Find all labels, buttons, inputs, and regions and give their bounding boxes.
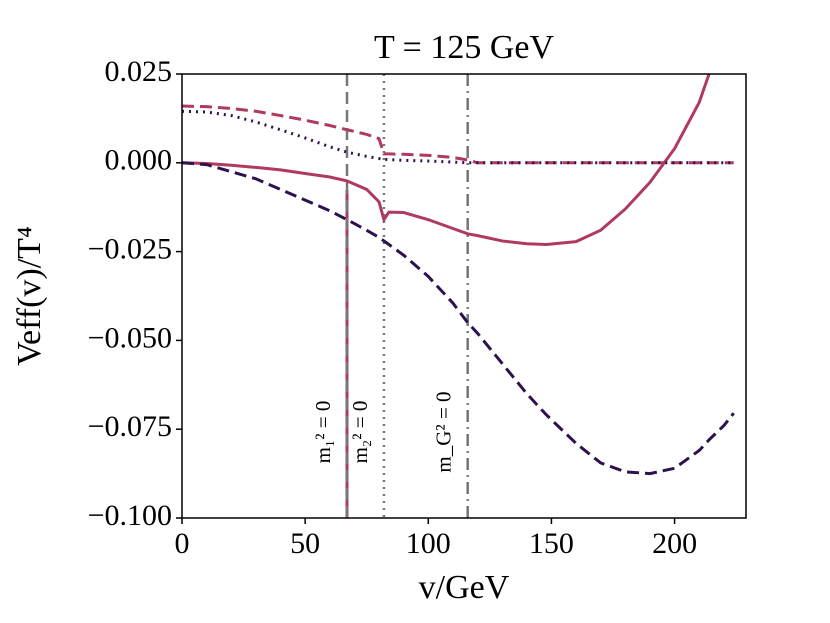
plot-frame [181, 73, 747, 519]
x-tick-label: 0 [175, 527, 190, 560]
x-tick-label: 100 [406, 527, 451, 560]
y-tick-label: −0.050 [88, 321, 172, 354]
vertical-line-label: m₁² = 0 [311, 401, 335, 464]
vertical-line-label: m_G² = 0 [432, 391, 456, 472]
y-tick-label: −0.025 [88, 232, 172, 265]
y-axis-label: Veff(v)/T⁴ [11, 226, 48, 366]
series-line [182, 161, 735, 476]
y-tick-label: −0.100 [88, 499, 172, 532]
series-line [182, 74, 711, 246]
y-tick-label: 0.025 [105, 55, 173, 88]
x-axis-label: v/GeV [419, 569, 510, 606]
x-tick-label: 200 [652, 527, 697, 560]
y-tick-label: −0.075 [88, 410, 172, 443]
series-line [182, 109, 734, 165]
chart-title: T = 125 GeV [374, 29, 554, 66]
x-tick-label: 50 [290, 527, 320, 560]
series-line [182, 104, 734, 165]
x-tick-label: 150 [529, 527, 574, 560]
vertical-line-label: m₂² = 0 [348, 401, 372, 464]
y-tick-label: 0.000 [105, 144, 173, 177]
